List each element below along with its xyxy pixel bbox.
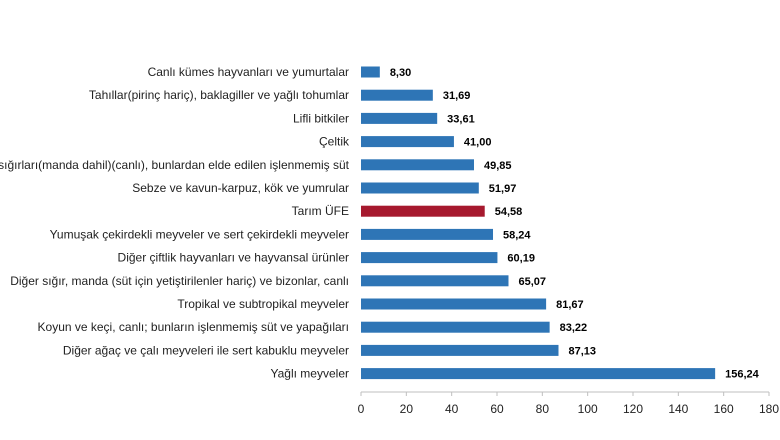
x-tick-label: 160 (714, 402, 734, 416)
x-tick-label: 100 (578, 402, 598, 416)
value-label: 49,85 (484, 160, 512, 172)
x-tick-label: 20 (400, 402, 414, 416)
value-label: 87,13 (568, 345, 596, 357)
category-label: Yağlı meyveler (271, 367, 349, 381)
value-label: 58,24 (503, 229, 531, 241)
bar (361, 89, 433, 101)
value-label: 83,22 (560, 322, 588, 334)
bars (361, 66, 716, 380)
x-tick-label: 180 (759, 402, 779, 416)
category-label: Koyun ve keçi, canlı; bunların işlenmemi… (38, 320, 349, 334)
category-label: Diğer ağaç ve çalı meyveleri ile sert ka… (63, 343, 349, 357)
value-label: 65,07 (518, 276, 546, 288)
category-label: Yumuşak çekirdekli meyveler ve sert çeki… (50, 227, 349, 241)
x-tick-label: 140 (668, 402, 688, 416)
category-label: Canlı kümes hayvanları ve yumurtalar (148, 65, 349, 79)
bar (361, 368, 716, 380)
value-label: 51,97 (489, 183, 517, 195)
bar (361, 112, 438, 124)
bar-highlight (361, 205, 485, 217)
x-tick-label: 60 (490, 402, 504, 416)
category-label: Sebze ve kavun-karpuz, kök ve yumrular (132, 181, 349, 195)
value-label: 33,61 (447, 113, 475, 125)
x-tick-label: 120 (623, 402, 643, 416)
bar (361, 321, 550, 333)
x-tick-label: 0 (358, 402, 365, 416)
bar (361, 344, 559, 356)
category-label: Tarım ÜFE (292, 204, 349, 218)
value-labels: 8,30 31,69 33,61 41,00 49,85 51,97 54,58 58,24 6… (390, 67, 760, 381)
bar (361, 228, 494, 240)
value-label: 60,19 (507, 253, 535, 265)
bar (361, 136, 454, 148)
category-label: Diğer çiftlik hayvanları ve hayvansal ür… (118, 251, 349, 265)
category-label: Lifli bitkiler (293, 111, 349, 125)
x-tick-label: 80 (536, 402, 550, 416)
category-label: Tahıllar(pirinç hariç), baklagiller ve y… (89, 88, 349, 102)
value-label: 31,69 (443, 90, 471, 102)
x-tick-label: 40 (445, 402, 459, 416)
value-label: 41,00 (464, 137, 492, 149)
category-label: Çeltik (319, 135, 350, 149)
bar (361, 66, 380, 78)
category-label: Diğer sığır, manda (süt için yetiştirile… (10, 274, 349, 288)
value-label: 8,30 (390, 67, 411, 79)
value-label: 156,24 (725, 369, 760, 381)
value-label: 81,67 (556, 299, 584, 311)
bar (361, 252, 498, 264)
category-label: Süt sığırları(manda dahil)(canlı), bunla… (0, 158, 350, 172)
category-labels: Canlı kümes hayvanları ve yumurtalar Tahı… (0, 65, 350, 381)
bar (361, 298, 547, 310)
x-axis-ticks: 0 20 40 60 80 100 120 140 160 180 (358, 392, 779, 416)
category-label: Tropikal ve subtropikal meyveler (177, 297, 349, 311)
bar (361, 275, 509, 287)
bar (361, 182, 479, 194)
bar (361, 159, 474, 171)
value-label: 54,58 (495, 206, 523, 218)
